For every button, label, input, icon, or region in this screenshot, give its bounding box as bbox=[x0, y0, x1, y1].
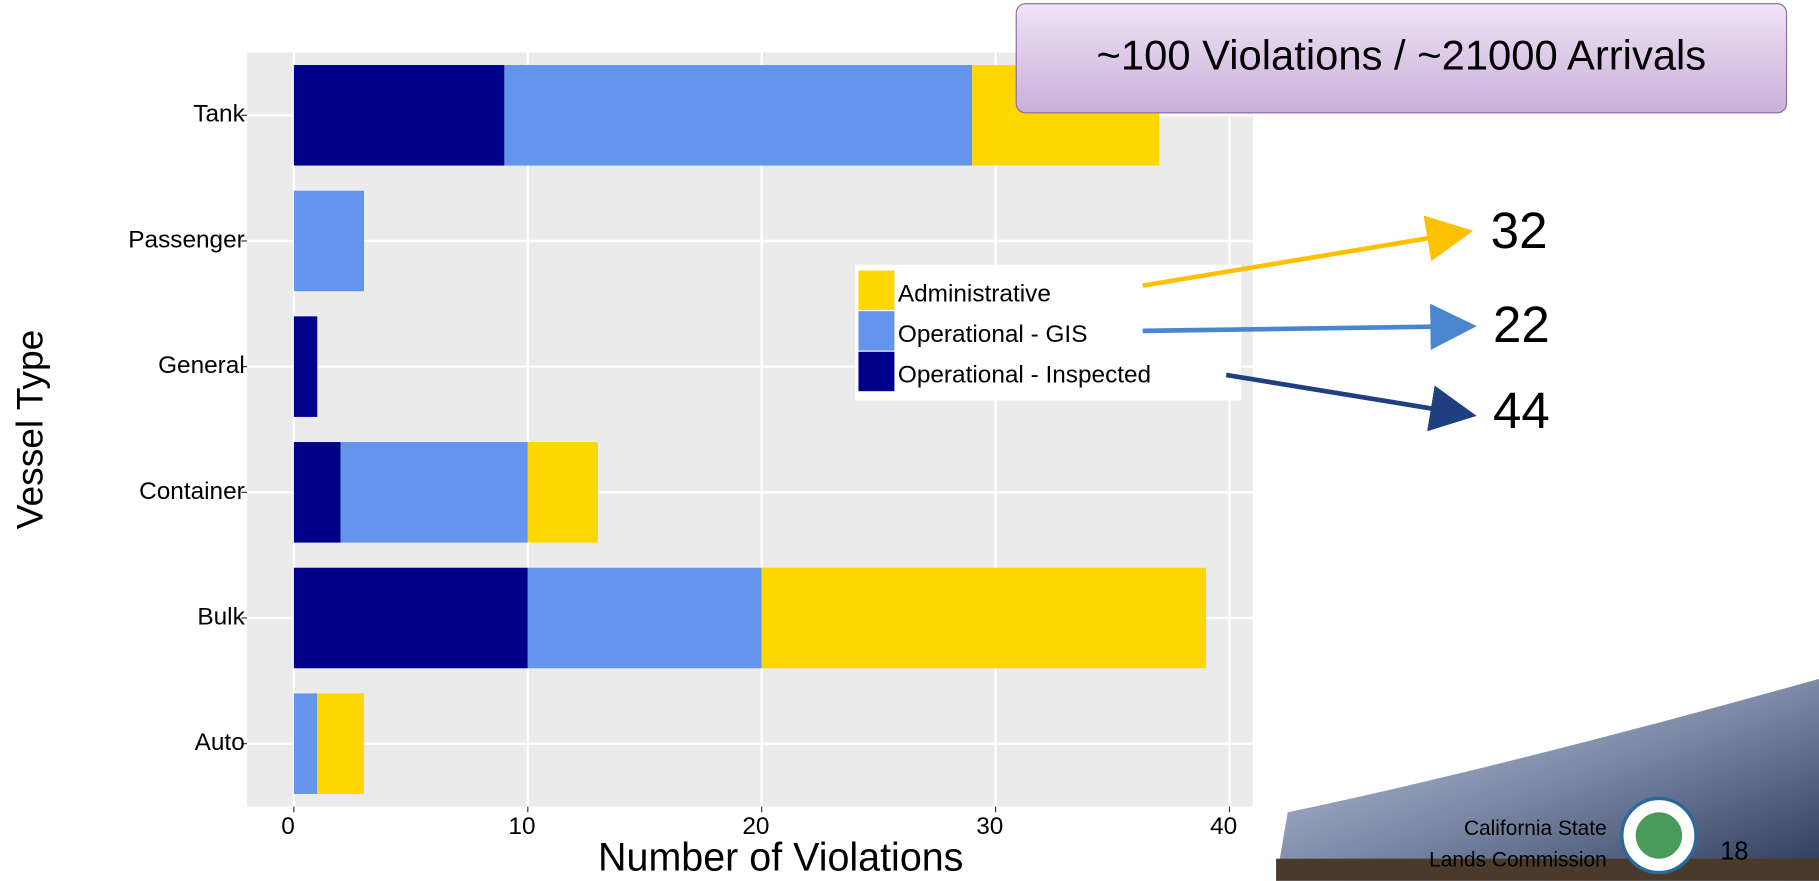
legend-swatch bbox=[858, 351, 895, 392]
page-number: 18 bbox=[1720, 838, 1748, 866]
y-tick-label: General bbox=[158, 352, 245, 379]
annotation: 32 bbox=[1491, 202, 1548, 259]
x-tick-label: 40 bbox=[1210, 813, 1237, 840]
x-tick-label: 30 bbox=[976, 813, 1003, 840]
y-tick-label: Passenger bbox=[128, 226, 244, 253]
legend-swatch bbox=[858, 270, 895, 310]
legend-swatch bbox=[858, 311, 895, 351]
bar-segment bbox=[293, 693, 318, 794]
footer-org: California State bbox=[1464, 817, 1607, 840]
bar-segment bbox=[293, 442, 341, 543]
bar-segment bbox=[761, 567, 1207, 669]
bar-segment bbox=[527, 567, 762, 669]
y-tick-label: Tank bbox=[193, 101, 245, 128]
seal bbox=[1635, 812, 1683, 859]
annotation: 44 bbox=[1493, 382, 1550, 439]
x-axis-label: Number of Violations bbox=[598, 835, 963, 879]
arrow bbox=[1225, 372, 1477, 432]
footer-org: Lands Commission bbox=[1429, 849, 1607, 872]
bar-segment bbox=[340, 442, 528, 543]
y-tick-label: Auto bbox=[195, 729, 245, 756]
legend-label: Administrative bbox=[898, 280, 1051, 307]
arrow bbox=[1142, 303, 1477, 350]
x-tick-label: 0 bbox=[281, 813, 295, 840]
bar-segment bbox=[317, 693, 365, 794]
bar-segment bbox=[527, 442, 598, 543]
banner-box bbox=[1015, 3, 1788, 114]
y-tick-label: Bulk bbox=[197, 603, 245, 630]
bar-segment bbox=[293, 190, 365, 292]
plot-panel bbox=[247, 52, 1253, 807]
bar-segment bbox=[293, 567, 528, 669]
x-tick-label: 10 bbox=[508, 813, 535, 840]
banner: ~100 Violations / ~21000 Arrivals bbox=[1097, 31, 1707, 78]
arrow bbox=[1142, 215, 1474, 288]
legend-label: Operational - Inspected bbox=[898, 362, 1151, 389]
x-tick-label: 20 bbox=[742, 813, 769, 840]
bar-segment bbox=[293, 316, 318, 417]
y-axis-label: Vessel Type bbox=[8, 330, 50, 529]
annotation: 22 bbox=[1493, 296, 1550, 353]
bar-segment bbox=[504, 65, 973, 166]
bar-segment bbox=[293, 65, 505, 166]
legend-label: Operational - GIS bbox=[898, 321, 1088, 348]
y-tick-label: Container bbox=[139, 478, 245, 505]
